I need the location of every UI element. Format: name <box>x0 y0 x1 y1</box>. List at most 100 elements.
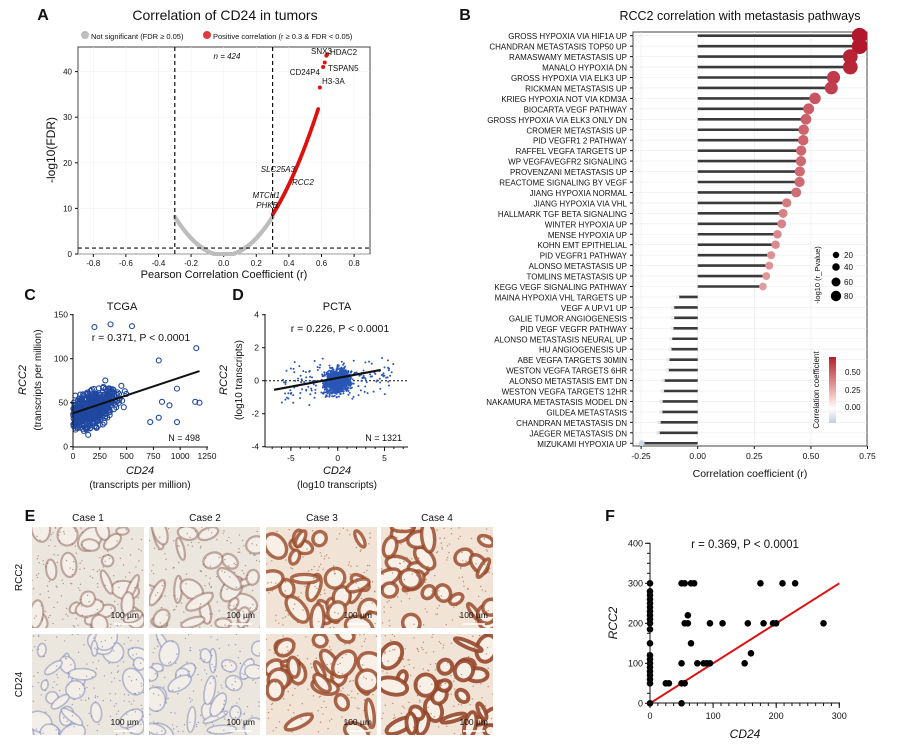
nucleus <box>381 661 384 664</box>
nucleus <box>197 541 200 544</box>
nucleus <box>486 550 489 552</box>
gland <box>353 529 367 549</box>
nucleus <box>330 718 333 720</box>
scale-bar-label: 100 µm <box>110 717 139 727</box>
lollipop-dot <box>666 357 670 362</box>
nucleus <box>157 722 159 724</box>
point <box>301 388 304 391</box>
nucleus <box>419 701 421 703</box>
nucleus <box>285 577 287 579</box>
nucleus <box>363 571 365 574</box>
nucleus <box>332 565 335 567</box>
lollipop-dot <box>765 261 774 270</box>
nucleus <box>327 727 329 730</box>
nucleus <box>445 623 447 626</box>
nucleus <box>191 699 193 701</box>
nucleus <box>37 555 39 557</box>
nucleus <box>453 732 456 735</box>
panel-letter-c: C <box>24 287 36 304</box>
point <box>381 373 384 376</box>
nucleus <box>317 710 319 712</box>
nucleus <box>75 617 78 620</box>
nucleus <box>310 663 312 665</box>
point <box>102 395 110 402</box>
nucleus <box>300 592 302 594</box>
nucleus <box>297 658 299 661</box>
point <box>772 620 780 627</box>
point <box>349 383 352 386</box>
nucleus <box>141 708 143 710</box>
nucleus <box>165 568 167 570</box>
nucleus <box>344 643 346 645</box>
point <box>386 359 389 362</box>
point <box>107 321 114 328</box>
nucleus <box>176 653 178 655</box>
lollipop-dot <box>795 155 807 167</box>
nucleus <box>234 677 236 679</box>
x-tick-label: 0.00 <box>689 451 706 461</box>
point <box>324 386 327 389</box>
y-tick-label: 0 <box>63 442 68 452</box>
point <box>155 357 162 364</box>
nucleus <box>246 705 249 708</box>
point <box>302 370 305 373</box>
nucleus <box>417 650 420 653</box>
gland <box>342 721 370 735</box>
nucleus <box>391 634 394 636</box>
point <box>392 363 395 366</box>
nucleus <box>62 618 64 621</box>
nucleus <box>421 565 424 567</box>
nucleus <box>461 551 463 554</box>
point <box>363 390 366 393</box>
nucleus <box>79 694 81 696</box>
nucleus <box>141 711 143 713</box>
pathway-label: BIOCARTA VEGF PATHWAY <box>524 105 628 114</box>
nucleus <box>238 551 241 553</box>
nucleus <box>284 616 287 618</box>
colorbar-tick-label: 0.25 <box>845 386 861 395</box>
nucleus <box>253 554 255 556</box>
nucleus <box>351 690 353 693</box>
point <box>684 620 692 627</box>
pathway-label: RAFFEL VEGFA TARGETS UP <box>516 147 627 156</box>
nucleus <box>210 625 213 627</box>
nucleus <box>307 570 310 572</box>
point <box>330 369 333 372</box>
nucleus <box>37 634 40 636</box>
gland <box>400 612 422 628</box>
nucleus <box>485 611 488 613</box>
nucleus <box>445 723 447 725</box>
nucleus <box>416 647 419 650</box>
nucleus <box>96 608 99 611</box>
point <box>390 371 393 374</box>
nucleus <box>223 729 225 731</box>
colorbar <box>829 357 836 423</box>
nucleus <box>453 705 455 708</box>
nucleus <box>73 698 75 701</box>
nucleus <box>254 682 257 684</box>
pathway-label: GILDEA METASTASIS <box>546 408 627 417</box>
nucleus <box>242 727 244 729</box>
nucleus <box>230 542 232 544</box>
nucleus <box>110 623 112 625</box>
nucleus <box>181 527 184 529</box>
gland <box>216 566 243 591</box>
nucleus <box>388 619 390 622</box>
nucleus <box>194 530 197 533</box>
nucleus <box>133 700 135 702</box>
lollipop-dot <box>759 282 767 291</box>
nucleus <box>35 728 38 730</box>
nucleus <box>178 578 181 580</box>
nucleus <box>274 681 277 684</box>
nucleus <box>312 695 315 697</box>
nucleus <box>135 566 137 568</box>
nucleus <box>442 644 445 646</box>
gland <box>227 596 240 612</box>
point <box>719 620 726 627</box>
y-tick-label: 200 <box>628 618 643 628</box>
point <box>322 384 325 387</box>
nucleus <box>140 662 142 665</box>
nucleus <box>171 724 174 726</box>
nucleus <box>221 687 223 689</box>
point <box>308 370 311 373</box>
